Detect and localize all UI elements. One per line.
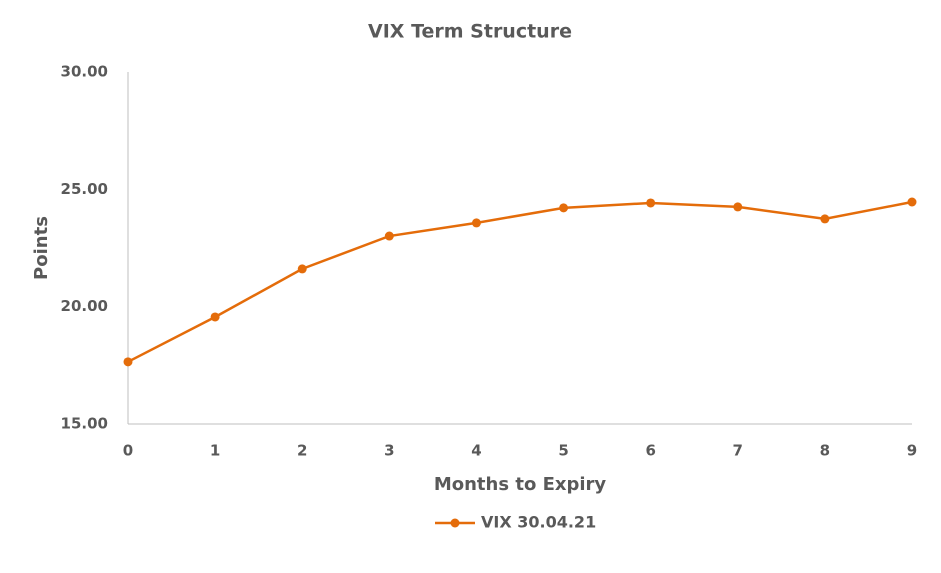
data-point [210,312,220,322]
y-axis-title: Points [31,216,52,280]
y-tick-label: 15.00 [61,415,108,433]
y-tick-label: 20.00 [61,297,108,315]
x-tick-label: 8 [820,442,830,460]
data-point [297,264,307,274]
chart-title: VIX Term Structure [368,21,572,43]
series-line [127,200,913,363]
x-tick-label: 5 [558,442,568,460]
x-tick-label: 1 [210,442,220,460]
legend-marker [450,518,460,528]
x-tick-label: 2 [297,442,307,460]
x-tick-label: 4 [471,442,481,460]
data-point [471,218,481,228]
data-point [907,197,917,207]
data-point [384,231,394,241]
x-tick-label: 3 [384,442,394,460]
legend-label: VIX 30.04.21 [481,513,596,532]
data-point [123,357,133,367]
x-tick-label: 0 [123,442,133,460]
y-tick-label: 25.00 [61,180,108,198]
x-tick-label: 6 [645,442,655,460]
x-tick-label: 7 [733,442,743,460]
y-tick-label: 30.00 [61,63,108,81]
x-tick-label: 9 [907,442,917,460]
data-point [733,202,743,212]
x-axis-title: Months to Expiry [434,474,607,495]
data-point [820,214,830,224]
data-point [646,198,656,208]
data-point [559,203,569,213]
